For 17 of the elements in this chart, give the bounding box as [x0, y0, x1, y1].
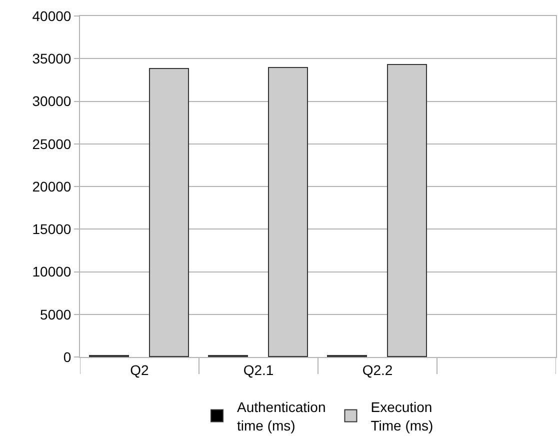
- y-tick-label: 10000: [32, 264, 72, 280]
- y-tick-label: 40000: [32, 8, 72, 24]
- y-tick-label: 5000: [40, 306, 72, 322]
- y-tick-label: 0: [63, 348, 72, 365]
- bar: [268, 67, 308, 357]
- y-tick-label: 25000: [32, 136, 72, 152]
- x-tick-label: Q2: [130, 362, 150, 378]
- legend-label: Execution Time (ms): [370, 399, 434, 434]
- y-tick-label: 15000: [32, 221, 72, 238]
- y-tick-label: 30000: [32, 93, 72, 110]
- legend-label: Authentication time (ms): [237, 399, 326, 434]
- bar: [387, 64, 427, 357]
- y-tick-label: 35000: [32, 50, 72, 67]
- x-tick-label: Q2.2: [362, 362, 393, 378]
- y-tick-label: 20000: [32, 178, 72, 194]
- x-tick-label: Q2.1: [243, 362, 274, 378]
- bar: [149, 68, 189, 357]
